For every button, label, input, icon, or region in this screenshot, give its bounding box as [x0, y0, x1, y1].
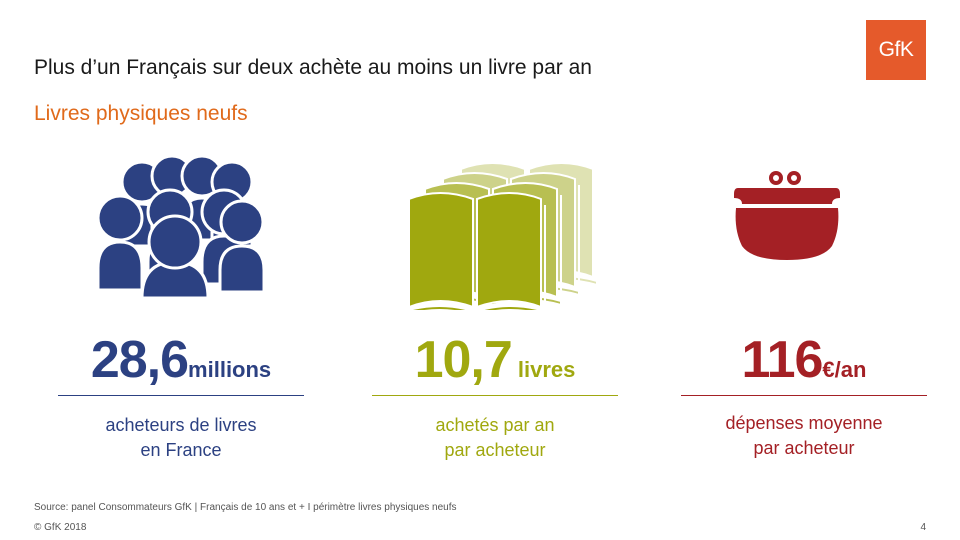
books-description-line1: achetés par an	[435, 415, 555, 435]
books-description: achetés par an par acheteur	[372, 413, 618, 463]
page-title: Plus d’un Français sur deux achète au mo…	[34, 56, 592, 79]
books-description-line2: par acheteur	[444, 440, 546, 460]
buyers-number: 28,6	[90, 331, 189, 389]
page-number: 4	[920, 522, 926, 533]
copyright: © GfK 2018	[34, 522, 87, 533]
source-note: Source: panel Consommateurs GfK | França…	[34, 502, 457, 513]
buyers-unit: millions	[188, 357, 272, 382]
people-group-icon	[96, 154, 266, 300]
books-number: 10,7	[414, 331, 513, 389]
stat-spending-value: 116 €/an	[681, 330, 927, 389]
spending-divider	[681, 395, 927, 396]
gfk-logo: GfK	[866, 20, 926, 80]
spending-number: 116	[741, 331, 824, 389]
buyers-description: acheteurs de livres en France	[58, 413, 304, 463]
spending-description: dépenses moyenne par acheteur	[681, 411, 927, 461]
books-unit: livres	[511, 357, 576, 382]
open-books-icon	[405, 162, 598, 310]
page-subtitle: Livres physiques neufs	[34, 102, 248, 125]
buyers-divider	[58, 395, 304, 396]
purse-icon	[734, 171, 840, 260]
stat-buyers-value: 28,6 millions	[58, 330, 304, 389]
logo-text: GfK	[878, 38, 914, 61]
spending-description-line1: dépenses moyenne	[725, 413, 883, 433]
buyers-description-line2: en France	[140, 440, 222, 460]
buyers-description-line1: acheteurs de livres	[105, 415, 257, 435]
spending-unit: €/an	[822, 357, 867, 382]
spending-description-line2: par acheteur	[753, 438, 855, 458]
books-divider	[372, 395, 618, 396]
stat-books-value: 10,7 livres	[372, 330, 618, 389]
